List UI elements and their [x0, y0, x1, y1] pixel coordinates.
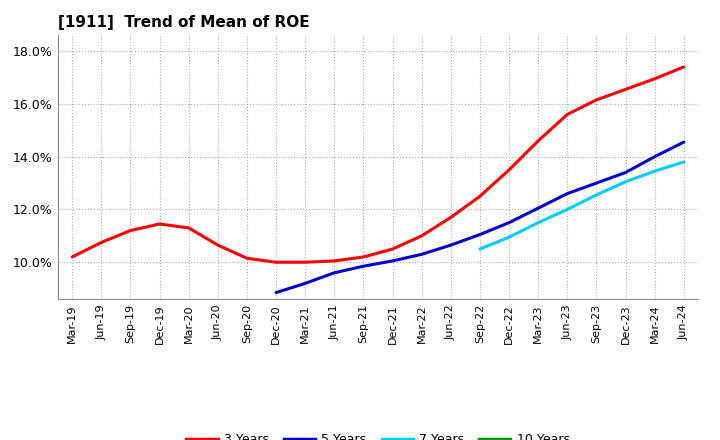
- Legend: 3 Years, 5 Years, 7 Years, 10 Years: 3 Years, 5 Years, 7 Years, 10 Years: [181, 429, 575, 440]
- Text: [1911]  Trend of Mean of ROE: [1911] Trend of Mean of ROE: [58, 15, 309, 30]
